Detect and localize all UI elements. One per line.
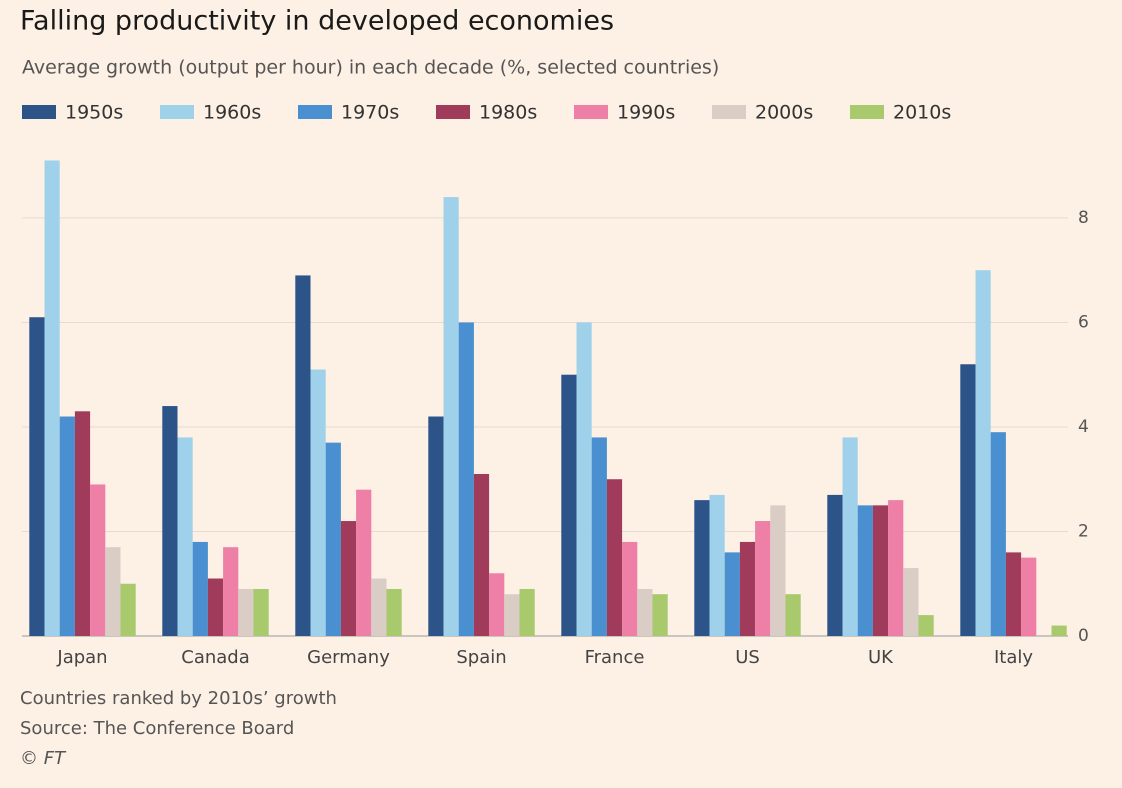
bar: [192, 541, 208, 636]
bar: [888, 500, 904, 636]
bar: [827, 494, 843, 636]
bar: [177, 437, 193, 636]
bar: [561, 374, 577, 636]
bar: [842, 437, 858, 636]
credit: © FT: [20, 748, 67, 769]
bar: [458, 322, 474, 636]
bar: [960, 364, 976, 636]
legend-label: 1990s: [617, 102, 675, 124]
bar: [990, 432, 1006, 636]
x-tick-label: Italy: [994, 647, 1033, 668]
y-tick-label: 2: [1078, 521, 1089, 541]
chart-subtitle: Average growth (output per hour) in each…: [22, 57, 719, 79]
x-tick-label: Germany: [307, 647, 390, 668]
bar: [576, 322, 592, 636]
x-tick-label: Japan: [56, 647, 107, 668]
bar: [310, 369, 326, 636]
x-tick-label: France: [585, 647, 645, 668]
bar: [59, 416, 75, 636]
bar: [386, 588, 402, 636]
bar: [90, 484, 106, 636]
bar: [606, 479, 623, 636]
bar: [74, 411, 91, 636]
bar: [443, 197, 459, 636]
bar: [591, 437, 607, 636]
bar: [295, 275, 311, 636]
x-tick-label: UK: [868, 647, 894, 668]
bar: [371, 578, 387, 636]
legend-swatch: [712, 105, 746, 119]
legend-swatch: [160, 105, 194, 119]
bar: [238, 588, 254, 636]
y-tick-label: 8: [1078, 208, 1089, 228]
bar: [29, 317, 45, 636]
chart-title: Falling productivity in developed econom…: [20, 6, 614, 37]
y-tick-label: 4: [1078, 417, 1089, 437]
bar: [223, 547, 239, 636]
x-tick-label: US: [735, 647, 760, 668]
y-tick-label: 0: [1078, 626, 1089, 646]
bar: [356, 489, 372, 636]
bar: [253, 588, 269, 636]
bar: [739, 541, 756, 636]
bar: [694, 500, 710, 636]
bar: [709, 494, 725, 636]
bar: [340, 521, 357, 636]
bar: [637, 588, 653, 636]
bar: [785, 594, 801, 636]
bar: [857, 505, 873, 636]
legend-swatch: [22, 105, 56, 119]
bar: [872, 505, 889, 636]
legend-swatch: [850, 105, 884, 119]
bar: [652, 594, 668, 636]
bar: [622, 541, 638, 636]
legend-label: 1970s: [341, 102, 399, 124]
legend-label: 1950s: [65, 102, 123, 124]
bar: [1021, 557, 1037, 636]
bar: [489, 573, 505, 636]
legend-label: 2000s: [755, 102, 813, 124]
legend-label: 1960s: [203, 102, 261, 124]
bar: [724, 552, 740, 636]
bar: [207, 578, 224, 636]
legend-swatch: [574, 105, 608, 119]
bar: [770, 505, 786, 636]
y-tick-label: 6: [1078, 312, 1089, 332]
bar: [975, 270, 991, 636]
bar: [903, 568, 919, 636]
bar: [504, 594, 520, 636]
footnote: Countries ranked by 2010s’ growth: [20, 688, 337, 709]
legend-swatch: [436, 105, 470, 119]
source: Source: The Conference Board: [20, 718, 294, 739]
bar: [105, 547, 121, 636]
legend-label: 2010s: [893, 102, 951, 124]
bar: [755, 521, 771, 636]
bar: [120, 583, 136, 636]
bar: [918, 615, 934, 636]
bar: [1051, 625, 1067, 636]
bar: [473, 474, 490, 636]
bar: [519, 588, 535, 636]
bar: [325, 442, 341, 636]
x-tick-label: Spain: [456, 647, 506, 668]
x-tick-label: Canada: [181, 647, 250, 668]
bar: [428, 416, 444, 636]
bar: [162, 406, 178, 636]
legend-label: 1980s: [479, 102, 537, 124]
legend-swatch: [298, 105, 332, 119]
bar: [1005, 552, 1022, 636]
bar: [44, 160, 60, 637]
